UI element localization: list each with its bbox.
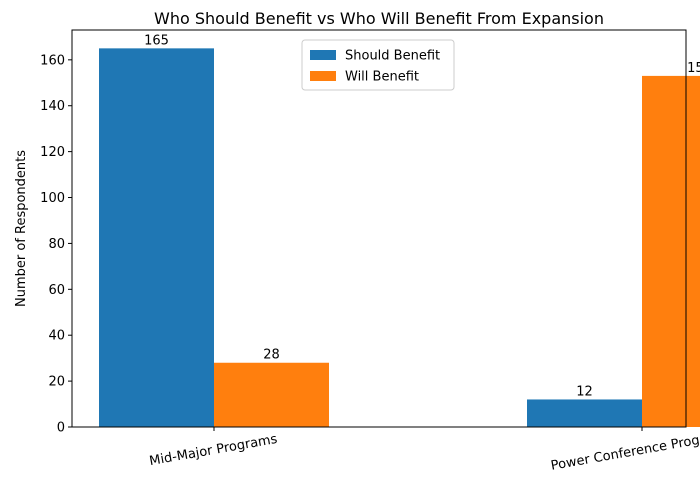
legend-swatch-should-benefit	[310, 50, 336, 60]
y-tick-label: 40	[48, 329, 65, 344]
y-tick-label: 140	[40, 99, 65, 114]
y-tick-label: 60	[48, 283, 65, 298]
bar-will-benefit-mid-major-programs	[214, 362, 329, 427]
legend-box	[301, 39, 455, 91]
chart-title: Who Should Benefit vs Who Will Benefit F…	[154, 9, 604, 28]
x-tick-label-power-conference-programs: Power Conference Programs	[550, 427, 700, 474]
legend-swatch-will-benefit	[310, 71, 336, 81]
data-label-should-benefit-power-conference-programs: 12	[576, 384, 593, 399]
y-tick-label: 80	[48, 237, 65, 252]
data-label-will-benefit-power-conference-programs: 153	[687, 61, 700, 76]
y-tick-label: 0	[57, 421, 65, 436]
plot-frame	[71, 29, 687, 428]
y-tick-label: 20	[48, 375, 65, 390]
y-axis-title: Number of Respondents	[14, 150, 29, 307]
x-tick-label-mid-major-programs: Mid-Major Programs	[148, 432, 278, 469]
bar-should-benefit-mid-major-programs	[99, 48, 214, 427]
bar-should-benefit-power-conference-programs	[527, 399, 642, 427]
legend-label-should-benefit: Should Benefit	[345, 49, 440, 64]
data-label-will-benefit-mid-major-programs: 28	[263, 348, 280, 363]
y-tick-label: 100	[40, 191, 65, 206]
y-tick-label: 160	[40, 53, 65, 68]
legend-label-will-benefit: Will Benefit	[345, 70, 419, 85]
bar-will-benefit-power-conference-programs	[642, 75, 700, 428]
y-tick-label: 120	[40, 145, 65, 160]
plot-area: 0 20 40 60 80 100 120 140 160 165 28 Mid-Major Prog…	[40, 33, 700, 474]
data-label-should-benefit-mid-major-programs: 165	[144, 33, 169, 48]
legend: Should Benefit Will Benefit	[301, 39, 455, 91]
